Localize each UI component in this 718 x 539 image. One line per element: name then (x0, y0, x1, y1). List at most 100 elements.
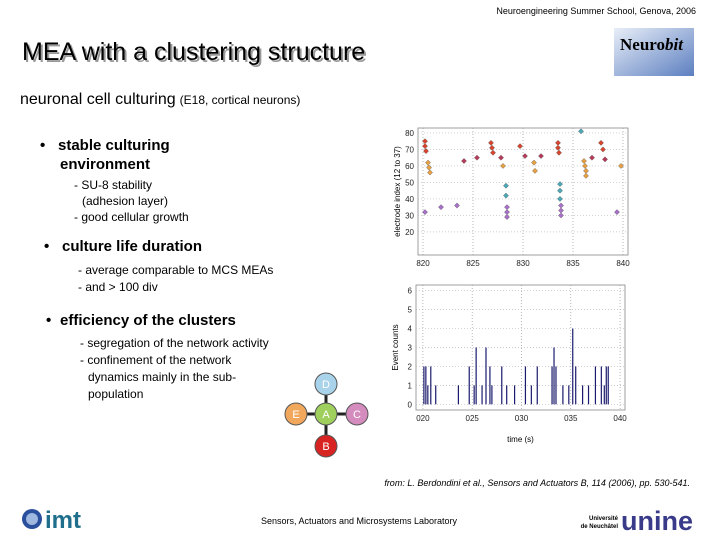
slide-title: MEA with a clustering structure (22, 38, 365, 66)
y-axis-label: Event counts (391, 324, 400, 370)
x-tick-label: 030 (515, 414, 529, 423)
logo-text: Neurobit (620, 35, 684, 54)
data-point (522, 153, 528, 159)
x-tick-label: 840 (616, 259, 630, 268)
y-tick-label: 50 (405, 178, 414, 187)
logo-background (614, 28, 694, 76)
data-point (490, 149, 496, 156)
data-point (583, 168, 589, 174)
y-tick-label: 3 (408, 344, 413, 353)
x-tick-label: 020 (416, 414, 430, 423)
data-point (425, 159, 431, 166)
data-point (582, 163, 588, 169)
unine-logo: unine (621, 506, 693, 536)
subtitle: neuronal cell culturing (E18, cortical ne… (20, 91, 300, 108)
bullet-dot: • (46, 312, 51, 329)
y-tick-label: 2 (408, 362, 413, 371)
data-point (423, 148, 429, 154)
cluster-label: C (353, 409, 361, 421)
bullet-line: (adhesion layer) (82, 194, 168, 208)
data-point (422, 209, 428, 215)
x-tick-label: 835 (566, 259, 580, 268)
cluster-node (314, 402, 338, 426)
data-point (422, 143, 428, 150)
bullet-line: - segregation of the network activity (80, 336, 269, 350)
imt-logo-mark (26, 513, 38, 525)
cluster-label: D (322, 379, 330, 391)
data-point (532, 168, 538, 174)
y-tick-label: 1 (408, 381, 413, 390)
data-point (557, 196, 563, 202)
y-tick-label: 20 (405, 228, 414, 237)
x-tick-label: 040 (613, 414, 627, 423)
x-axis-label: time (s) (507, 435, 534, 444)
y-tick-label: 0 (408, 400, 413, 409)
data-point (426, 164, 432, 171)
data-point (614, 209, 620, 215)
cluster-node (314, 434, 338, 458)
y-tick-label: 40 (405, 195, 414, 204)
data-point (602, 156, 608, 163)
uni-name: Université (589, 516, 619, 522)
y-tick-label: 4 (408, 325, 413, 334)
bullet-line: dynamics mainly in the sub- (88, 370, 236, 384)
data-point (503, 192, 509, 199)
cluster-label: E (292, 409, 299, 421)
bullet-line: - and > 100 div (78, 280, 158, 294)
x-tick-label: 830 (516, 259, 530, 268)
data-point (557, 187, 563, 194)
uni-name: de Neuchâtel (581, 524, 619, 530)
data-point (589, 154, 595, 161)
bullet-3: • efficiency of the clusters - segregati… (46, 312, 269, 401)
cluster-label: B (322, 441, 329, 453)
data-point (558, 202, 564, 209)
data-point (618, 163, 624, 169)
bullet-1: • stable culturing environment - SU-8 st… (40, 137, 189, 224)
data-point (578, 128, 584, 135)
data-point (438, 204, 444, 211)
data-point (517, 143, 523, 150)
data-point (558, 207, 564, 214)
y-tick-label: 30 (405, 211, 414, 220)
x-tick-label: 035 (564, 414, 578, 423)
data-point (454, 202, 460, 209)
data-point (600, 146, 606, 153)
data-point (503, 182, 509, 189)
data-point (531, 159, 537, 166)
x-tick-label: 825 (466, 259, 480, 268)
data-point (489, 144, 495, 151)
bullet-line: - good cellular growth (74, 210, 189, 224)
x-tick-label: 025 (466, 414, 480, 423)
y-tick-label: 80 (405, 129, 414, 138)
bullet-title: efficiency of the clusters (60, 312, 236, 329)
data-point (581, 158, 587, 164)
cluster-label: A (322, 409, 330, 421)
data-point (538, 153, 544, 159)
data-point (583, 172, 589, 179)
x-tick-label: 820 (416, 259, 430, 268)
data-point (474, 154, 480, 161)
data-point (504, 214, 510, 220)
cluster-diagram: D E A C B (284, 372, 369, 458)
data-point (556, 149, 562, 156)
cluster-node (314, 372, 338, 396)
data-point (555, 139, 561, 146)
y-tick-label: 70 (405, 145, 414, 154)
y-axis-label: electrode index (12 to 37) (393, 146, 402, 237)
bullet-title: environment (60, 156, 150, 173)
citation: from: L. Berdondini et al., Sensors and … (384, 478, 690, 488)
cluster-node (345, 402, 369, 426)
data-point (504, 204, 510, 211)
data-point (558, 212, 564, 219)
imt-logo: imt (45, 507, 81, 534)
y-tick-label: 60 (405, 162, 414, 171)
bullet-line: population (88, 387, 143, 401)
data-point (555, 144, 561, 151)
bullet-line: - confinement of the network (80, 353, 232, 367)
bullet-title: stable culturing (58, 137, 170, 154)
data-point (461, 158, 467, 164)
bullet-dot: • (40, 137, 45, 154)
title-shadow: MEA with a clustering structure (24, 40, 367, 68)
data-point (504, 209, 510, 215)
